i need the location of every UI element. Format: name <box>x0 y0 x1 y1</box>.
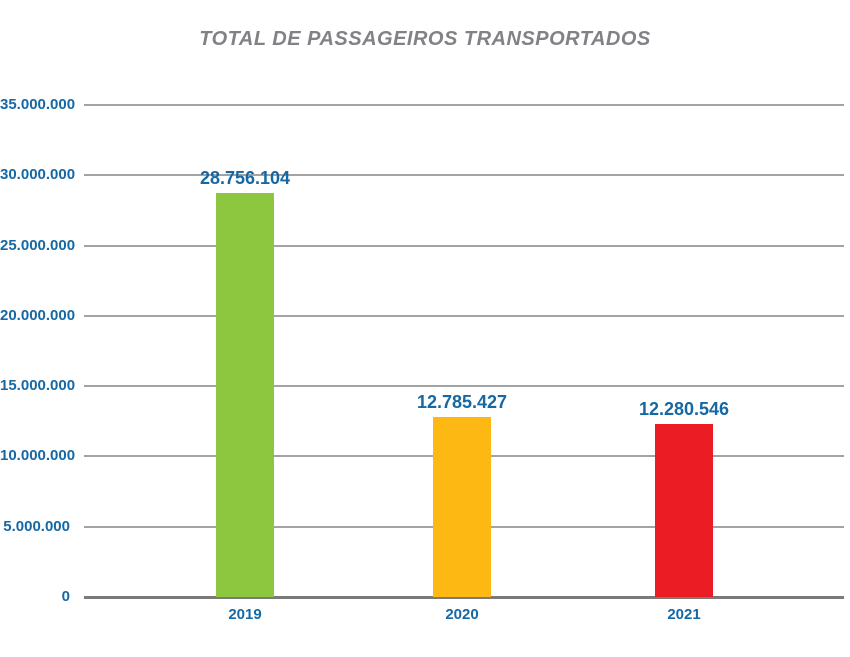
gridline <box>84 244 844 247</box>
y-tick-label: 0 <box>61 588 70 605</box>
y-tick-label: 35.000.000 <box>0 96 76 113</box>
gridline <box>84 385 844 388</box>
chart-title: TOTAL DE PASSAGEIROS TRANSPORTADOS <box>199 28 651 50</box>
value-label-2020: 12.785.427 <box>416 392 508 413</box>
gridline <box>84 314 844 317</box>
x-tick-label-2021: 2021 <box>667 606 701 623</box>
gridline <box>84 174 844 177</box>
value-label-2021: 12.280.546 <box>638 399 730 420</box>
bar-2020 <box>433 417 491 597</box>
y-tick-label: 30.000.000 <box>0 166 76 184</box>
bar-2019 <box>216 192 274 597</box>
x-tick-label-2019: 2019 <box>228 606 262 623</box>
y-tick-label: 25.000.000 <box>0 236 76 254</box>
x-tick-label-2020: 2020 <box>445 606 479 623</box>
y-tick-label: 20.000.000 <box>0 306 76 324</box>
gridline <box>84 104 844 106</box>
value-label-2019: 28.756.104 <box>199 167 291 188</box>
bar-2021 <box>655 424 713 597</box>
y-tick-label: 15.000.000 <box>0 377 76 395</box>
y-tick-label: 10.000.000 <box>0 447 76 465</box>
x-axis-line <box>84 596 844 599</box>
y-tick-label: 5.000.000 <box>3 517 70 535</box>
